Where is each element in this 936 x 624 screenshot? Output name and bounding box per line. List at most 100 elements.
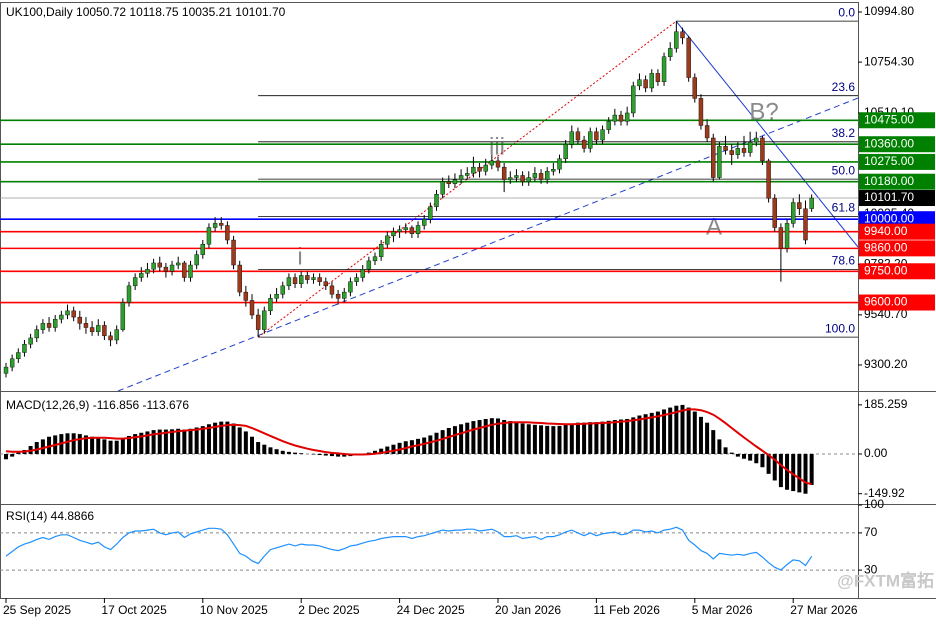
candle-body <box>3 366 9 374</box>
x-tick-label: 5 Mar 2026 <box>692 603 753 617</box>
y-tick-label: -149.92 <box>864 486 905 500</box>
macd-bar <box>114 440 119 454</box>
candle-body <box>501 166 507 180</box>
level-box <box>859 240 935 257</box>
macd-bar <box>686 407 691 454</box>
candle-body <box>262 310 267 330</box>
macd-bar <box>557 425 562 454</box>
macd-bar <box>280 450 285 454</box>
macd-bar <box>213 422 218 454</box>
candle-body <box>477 166 482 172</box>
candle-body <box>729 150 734 155</box>
candle-body <box>624 112 630 122</box>
macd-bar <box>385 446 390 454</box>
macd-bar <box>336 453 341 457</box>
macd-bar <box>188 428 193 454</box>
macd-bar <box>434 432 439 454</box>
candle-body <box>102 325 107 337</box>
candle-body <box>354 277 359 282</box>
candle-body <box>360 268 365 278</box>
candle-body <box>77 316 83 324</box>
candle-body <box>335 293 341 299</box>
macd-bar <box>311 453 316 455</box>
candle-body <box>126 285 132 303</box>
trend-line <box>675 20 859 248</box>
candle-body <box>661 56 667 82</box>
candle-body <box>655 73 661 82</box>
macd-bar <box>151 430 156 454</box>
macd-bar <box>293 452 298 454</box>
macd-bar <box>34 442 39 454</box>
macd-bar <box>471 421 476 454</box>
macd-bar <box>711 430 716 454</box>
candle-body <box>139 273 144 278</box>
macd-bar <box>637 415 642 454</box>
candle-body <box>391 231 396 237</box>
candle-body <box>563 144 568 159</box>
candle-body <box>286 277 292 287</box>
y-tick-label: 100 <box>864 497 884 511</box>
macd-bar <box>582 422 587 454</box>
macd-bar <box>698 416 703 454</box>
candle-body <box>311 277 316 280</box>
macd-bar <box>225 421 230 454</box>
level-box <box>859 173 935 190</box>
macd-bar <box>10 453 15 457</box>
x-tick-label: 20 Jan 2026 <box>495 603 561 617</box>
x-tick-label: 11 Feb 2026 <box>593 603 660 617</box>
macd-bar <box>47 436 52 454</box>
candle-body <box>704 125 710 139</box>
candle-body <box>231 239 236 266</box>
candle-body <box>600 129 605 141</box>
candle-body <box>28 337 33 345</box>
candle-body <box>526 177 531 182</box>
macd-bar <box>163 429 168 454</box>
candle-body <box>766 160 771 199</box>
macd-bar <box>145 431 150 454</box>
macd-bar <box>735 453 740 457</box>
macd-bar <box>551 426 556 454</box>
macd-bar <box>373 450 377 454</box>
macd-bar <box>65 433 70 454</box>
candle-body <box>594 131 599 141</box>
candle-body <box>711 137 716 178</box>
macd-bar <box>329 453 334 457</box>
x-tick-label: 17 Oct 2025 <box>101 603 167 617</box>
candle-body <box>409 227 415 234</box>
macd-bar <box>102 439 107 454</box>
fib-label: 61.8 <box>832 201 856 215</box>
level-label: 10475.00 <box>864 112 914 126</box>
macd-bar <box>674 405 679 454</box>
candle-body <box>378 243 384 257</box>
candle-body <box>471 166 476 174</box>
candle-body <box>157 262 162 268</box>
candle-body <box>637 79 642 87</box>
macd-bar <box>662 409 667 454</box>
candle-body <box>458 175 464 180</box>
macd-bar <box>772 453 777 481</box>
macd-bar <box>96 438 101 454</box>
fib-label: 0.0 <box>838 5 855 19</box>
macd-bar <box>243 431 248 454</box>
macd-bar <box>508 421 513 454</box>
macd-bar <box>268 447 273 454</box>
candle-body <box>9 358 15 368</box>
macd-bar <box>612 420 617 454</box>
candle-body <box>219 223 224 226</box>
pane-title: MACD(12,26,9) -116.856 -113.676 <box>6 398 189 412</box>
candle-body <box>249 300 255 316</box>
level-box <box>859 223 935 240</box>
macd-bar <box>483 418 488 454</box>
macd-bar <box>286 451 291 454</box>
candle-body <box>797 202 802 209</box>
macd-bar <box>194 427 199 454</box>
candle-body <box>65 310 70 316</box>
candle-body <box>255 314 261 330</box>
candle-body <box>495 160 501 168</box>
candle-body <box>200 243 206 255</box>
candle-body <box>440 181 445 195</box>
candle-body <box>489 160 495 166</box>
candle-body <box>747 141 753 153</box>
macd-bar <box>754 453 759 464</box>
